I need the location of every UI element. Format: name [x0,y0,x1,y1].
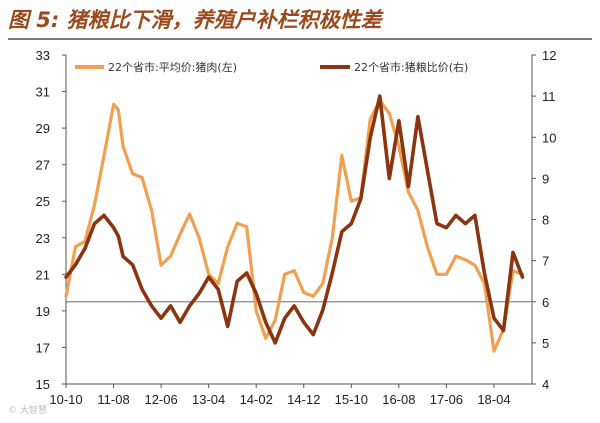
right-tick-label: 5 [542,336,549,351]
right-tick-label: 6 [542,295,549,310]
right-tick-label: 7 [542,254,549,269]
legend-label-pork-price: 22个省市:平均价:猪肉(左) [108,60,237,74]
left-tick-label: 33 [36,48,50,63]
left-tick-label: 31 [36,85,50,100]
right-tick-label: 9 [542,171,549,186]
series-line-pork-price [64,99,525,353]
legend-label-hog-grain-ratio: 22个省市:猪粮比价(右) [354,60,468,74]
series-line-hog-grain-ratio [64,94,525,345]
x-tick-label: 14-12 [287,392,320,407]
right-tick-label: 10 [542,130,556,145]
right-tick-label: 12 [542,48,556,63]
left-tick-label: 25 [36,194,50,209]
left-tick-label: 29 [36,121,50,136]
right-tick-label: 11 [542,89,556,104]
chart-axes: 15 17 19 21 23 25 27 29 31 33 4 5 6 7 8 9 10 11 12 10-10 11-… [36,48,557,407]
x-tick-label: 12-06 [144,392,177,407]
right-tick-label: 8 [542,213,549,228]
left-tick-label: 21 [36,267,50,282]
series-layer [64,94,525,353]
left-tick-label: 27 [36,158,50,173]
x-tick-label: 17-06 [430,392,463,407]
left-tick-label: 17 [36,340,50,355]
left-tick-label: 19 [36,304,50,319]
right-tick-label: 4 [542,377,549,392]
x-tick-label: 14-02 [240,392,273,407]
x-tick-label: 16-08 [382,392,415,407]
chart-legend: 22个省市:平均价:猪肉(左) 22个省市:猪粮比价(右) [75,60,468,74]
x-tick-label: 11-08 [97,392,129,407]
x-tick-label: 15-10 [335,392,368,407]
x-tick-label: 10-10 [49,392,82,407]
watermark: © 大智慧 [8,406,47,416]
x-tick-label: 13-04 [192,392,225,407]
title-divider [8,38,592,40]
x-tick-label: 18-04 [477,392,510,407]
chart-title: 图 5: 猪粮比下滑，养殖户补栏积极性差 [8,8,382,32]
left-tick-label: 15 [36,377,50,392]
left-tick-label: 23 [36,231,50,246]
